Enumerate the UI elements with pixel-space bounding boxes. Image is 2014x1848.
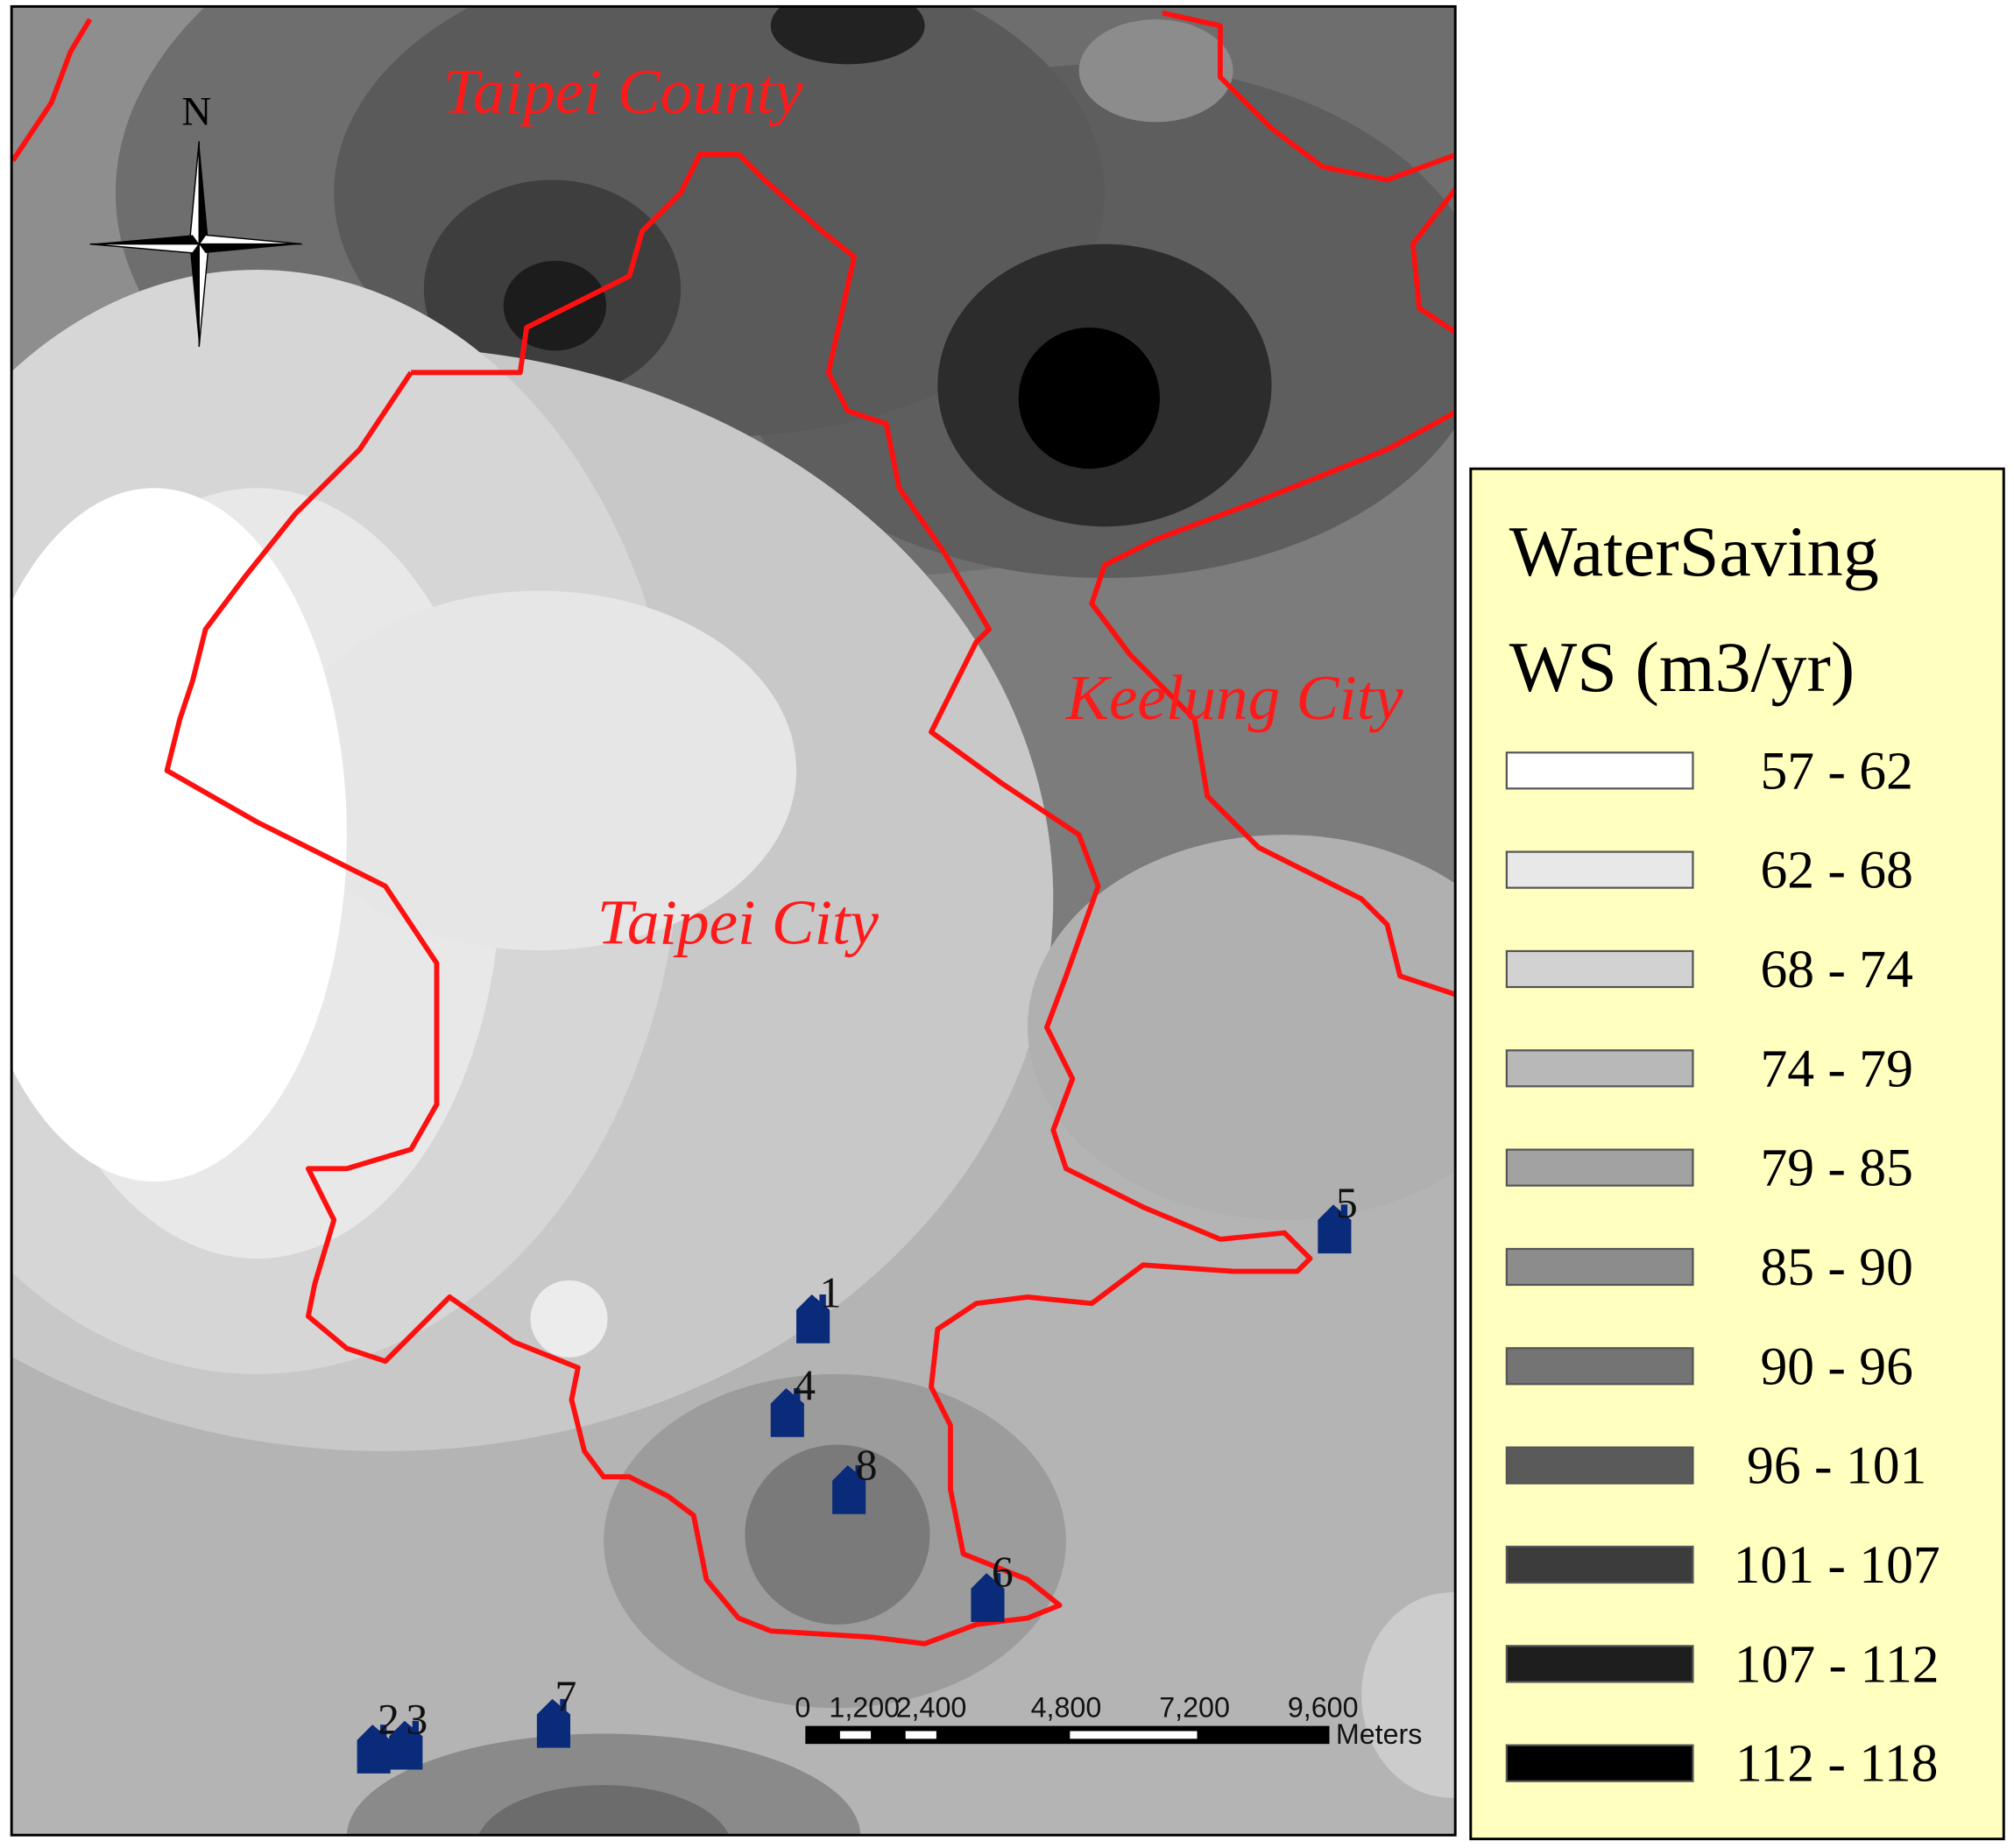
site-label: 7: [555, 1672, 576, 1720]
keelung-boundary: [1410, 185, 1456, 335]
scale-label: 9,600: [1288, 1691, 1359, 1723]
legend-swatch: [1505, 751, 1694, 790]
scale-label: 1,200: [829, 1691, 900, 1723]
legend-swatch: [1505, 1446, 1694, 1485]
scale-label: 7,200: [1159, 1691, 1230, 1723]
legend-subtitle: WS (m3/yr): [1509, 627, 1855, 707]
keelung-boundary: [1162, 10, 1456, 183]
site-label: 8: [855, 1441, 877, 1489]
legend-label: 62 - 68: [1760, 841, 1912, 900]
keelung-boundary: [1089, 409, 1456, 998]
legend-label: 107 - 112: [1735, 1634, 1940, 1694]
legend-label: 96 - 101: [1747, 1436, 1926, 1496]
site-label: 6: [992, 1548, 1014, 1596]
north-label: N: [181, 88, 211, 134]
legend-label: 79 - 85: [1760, 1139, 1912, 1198]
region-label: Taipei County: [443, 56, 803, 127]
scale-unit: Meters: [1336, 1718, 1423, 1750]
county-boundary: [11, 18, 93, 162]
legend-swatch: [1505, 1744, 1694, 1782]
scale-label: 2,400: [896, 1691, 967, 1723]
legend-swatch: [1505, 1347, 1694, 1386]
legend-label: 90 - 96: [1760, 1337, 1912, 1396]
site-label: 1: [819, 1269, 841, 1317]
legend-items: 57 - 62 62 - 68 68 - 74 74 - 79 79 - 85 85 - …: [1505, 741, 1940, 1794]
legend-swatch: [1505, 850, 1694, 889]
legend-label: 74 - 79: [1760, 1039, 1912, 1098]
legend-title: WaterSaving: [1509, 511, 1879, 591]
site-label: 5: [1336, 1179, 1358, 1227]
legend-label: 112 - 118: [1735, 1734, 1938, 1794]
site-label: 4: [794, 1361, 816, 1409]
site-label: 3: [406, 1695, 428, 1743]
map-frame: [10, 4, 1457, 1837]
legend-swatch: [1505, 1247, 1694, 1287]
legend-label: 57 - 62: [1760, 741, 1912, 801]
legend-swatch: [1505, 1148, 1694, 1187]
taipei-city-boundary: [164, 152, 1313, 1647]
site-markers: 1 2 3 4 5 6 7 8: [357, 1179, 1358, 1774]
region-label: Taipei City: [597, 887, 880, 958]
legend-swatch: [1505, 949, 1694, 989]
legend-swatch: [1505, 1645, 1694, 1683]
scale-label: 0: [795, 1691, 810, 1723]
legend-label: 85 - 90: [1760, 1238, 1912, 1297]
north-arrow: N: [89, 88, 302, 348]
legend-label: 101 - 107: [1734, 1535, 1940, 1595]
legend-label: 68 - 74: [1760, 940, 1912, 999]
legend-swatch: [1505, 1545, 1694, 1584]
scale-label: 4,800: [1031, 1691, 1102, 1723]
legend-swatch: [1505, 1049, 1694, 1088]
region-label: Keelung City: [1065, 662, 1403, 733]
